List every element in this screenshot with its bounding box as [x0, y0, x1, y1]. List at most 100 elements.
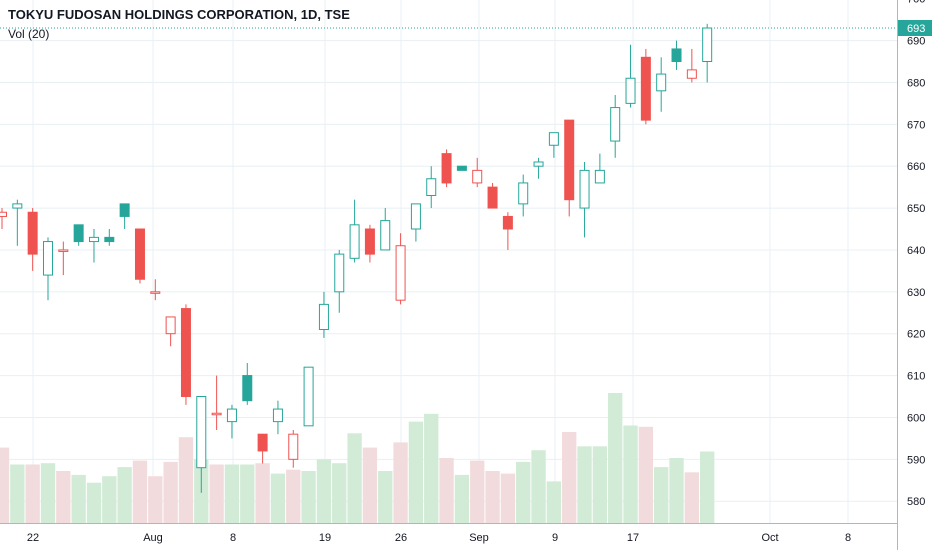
volume-bar — [684, 472, 700, 523]
candle-body — [150, 291, 161, 294]
volume-bar — [286, 469, 301, 523]
candle-body — [104, 236, 115, 243]
volume-bars — [0, 393, 715, 523]
candle — [364, 224, 375, 263]
y-tick-label: 580 — [907, 496, 925, 508]
candle-body — [487, 186, 498, 209]
candle — [395, 233, 406, 305]
candle-body — [318, 303, 329, 330]
y-tick-label: 630 — [907, 287, 925, 299]
candle — [441, 149, 452, 188]
y-tick-label: 660 — [907, 161, 925, 173]
volume-bar — [25, 464, 40, 523]
candle-body — [472, 169, 483, 184]
candle-body — [686, 69, 697, 79]
y-tick-label: 670 — [907, 119, 925, 131]
candle — [334, 249, 345, 313]
y-tick-label: 620 — [907, 329, 925, 341]
volume-bar — [424, 413, 439, 523]
candle — [548, 132, 559, 158]
volume-bar — [224, 464, 240, 523]
candle — [456, 165, 467, 171]
volume-bar — [102, 476, 117, 523]
volume-bar — [378, 471, 393, 523]
candle — [564, 119, 575, 217]
candle-body — [58, 249, 69, 252]
volume-bar — [132, 460, 148, 523]
candle — [318, 291, 329, 338]
candle-body — [180, 308, 191, 397]
volume-bar — [240, 464, 255, 523]
volume-bar — [500, 473, 516, 523]
volume-bar — [608, 393, 623, 523]
candle — [487, 182, 498, 209]
volume-bar — [347, 433, 362, 523]
candle — [656, 57, 667, 112]
volume-bar — [163, 461, 178, 523]
volume-bar — [362, 447, 378, 523]
volume-bar — [332, 463, 347, 523]
candle — [579, 162, 590, 238]
volume-bar — [516, 461, 531, 523]
volume-bar — [546, 481, 562, 523]
candle — [27, 208, 38, 271]
volume-bar — [0, 447, 10, 523]
candle — [702, 23, 713, 83]
volume-bar — [654, 467, 669, 523]
candle — [625, 44, 636, 108]
candle — [257, 433, 268, 464]
x-tick-label: 19 — [319, 532, 331, 544]
volume-bar — [255, 463, 270, 523]
candles — [0, 23, 713, 493]
y-tick-label: 690 — [907, 36, 925, 48]
x-tick-label: 9 — [552, 532, 558, 544]
volume-bar — [408, 421, 424, 523]
x-tick-label: 8 — [230, 532, 236, 544]
candle-body — [0, 211, 7, 217]
candle-body — [656, 73, 667, 92]
candle-body — [196, 396, 207, 469]
candle-body — [165, 316, 176, 335]
candle — [410, 203, 421, 242]
candle-body — [426, 178, 437, 196]
grid — [0, 0, 897, 523]
candle-body — [364, 228, 375, 255]
candle-body — [456, 165, 467, 171]
candle-body — [502, 215, 513, 230]
candle-body — [257, 433, 268, 452]
volume-bar — [470, 460, 485, 523]
volume-bar — [638, 426, 654, 523]
candle — [349, 199, 360, 263]
x-tick-label: Oct — [761, 532, 778, 544]
candle-body — [134, 228, 145, 280]
volume-bar — [592, 446, 608, 523]
candle — [288, 430, 299, 468]
candle-body — [226, 408, 237, 423]
candle — [671, 40, 682, 70]
y-tick-label: 590 — [907, 454, 925, 466]
y-tick-label: 680 — [907, 77, 925, 89]
candle-body — [211, 412, 222, 416]
volume-bar — [56, 471, 71, 523]
volume-bar — [577, 446, 592, 523]
candle — [73, 224, 84, 246]
y-tick-label: 640 — [907, 245, 925, 257]
candle — [119, 203, 130, 229]
volume-bar — [117, 467, 132, 523]
candle-body — [564, 119, 575, 201]
chart-title: TOKYU FUDOSAN HOLDINGS CORPORATION, 1D, … — [8, 7, 350, 22]
last-price-label: 693 — [907, 23, 925, 35]
volume-bar — [562, 432, 577, 523]
candle-body — [334, 253, 345, 293]
x-tick-label: 17 — [627, 532, 639, 544]
candle-body — [303, 366, 314, 427]
candle — [380, 208, 391, 251]
candle-body — [548, 132, 559, 146]
candle — [640, 48, 651, 125]
volume-bar — [148, 476, 163, 523]
volume-bar — [10, 464, 25, 523]
candle — [180, 304, 191, 405]
candle — [12, 199, 23, 246]
volume-bar — [209, 464, 224, 523]
